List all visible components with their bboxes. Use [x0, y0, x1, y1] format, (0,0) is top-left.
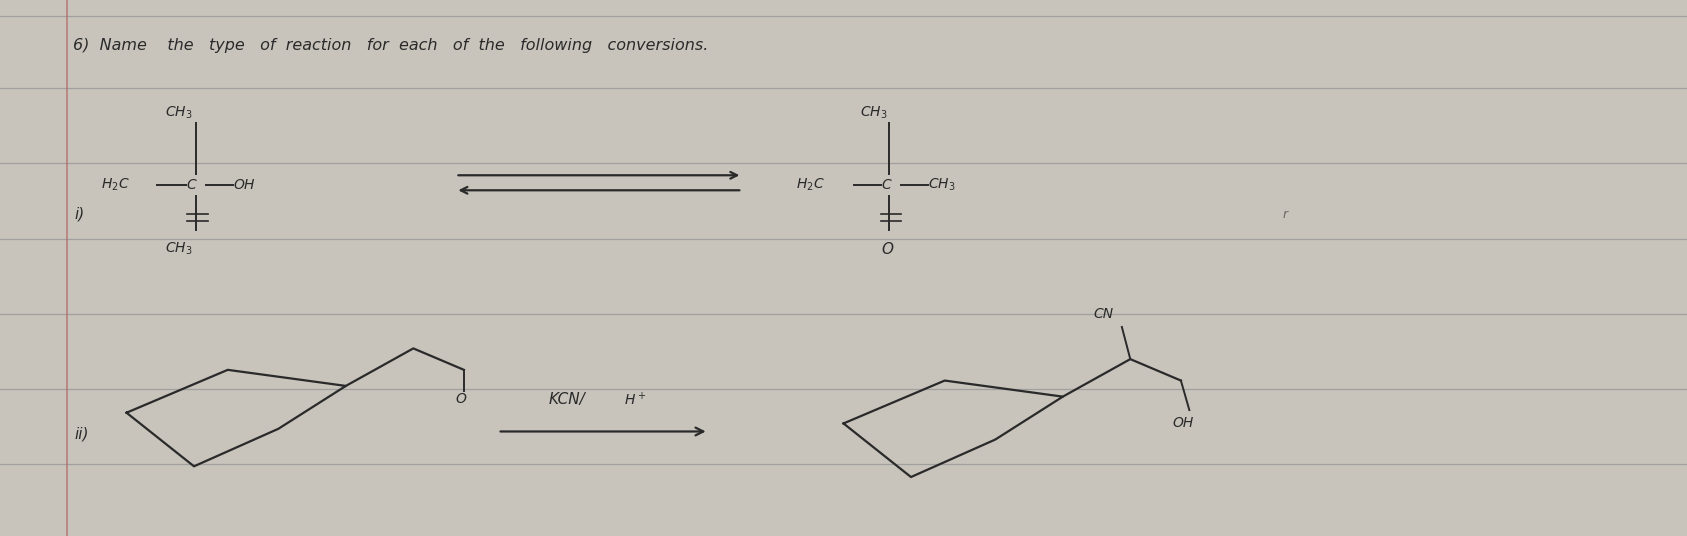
Text: KCN/: KCN/	[548, 392, 585, 407]
Text: $CH_3$: $CH_3$	[860, 105, 887, 121]
Text: $CH_3$: $CH_3$	[165, 241, 192, 257]
Text: $H_2C$: $H_2C$	[796, 177, 825, 193]
Text: $O$: $O$	[881, 241, 894, 257]
Text: $C$: $C$	[881, 178, 892, 192]
Text: O: O	[455, 392, 466, 406]
Text: $r$: $r$	[1282, 208, 1291, 221]
Text: $H^+$: $H^+$	[624, 391, 646, 408]
Text: $OH$: $OH$	[233, 178, 256, 192]
Text: i): i)	[74, 207, 84, 222]
Text: $CH_3$: $CH_3$	[928, 177, 955, 193]
Text: $CH_3$: $CH_3$	[165, 105, 192, 121]
Text: $C$: $C$	[186, 178, 197, 192]
Text: 6)  Name    the   type   of  reaction   for  each   of  the   following   conver: 6) Name the type of reaction for each of…	[73, 38, 709, 53]
Text: ii): ii)	[74, 427, 89, 442]
Text: $H_2C$: $H_2C$	[101, 177, 130, 193]
Text: CN: CN	[1093, 307, 1113, 321]
Text: OH: OH	[1172, 416, 1194, 430]
